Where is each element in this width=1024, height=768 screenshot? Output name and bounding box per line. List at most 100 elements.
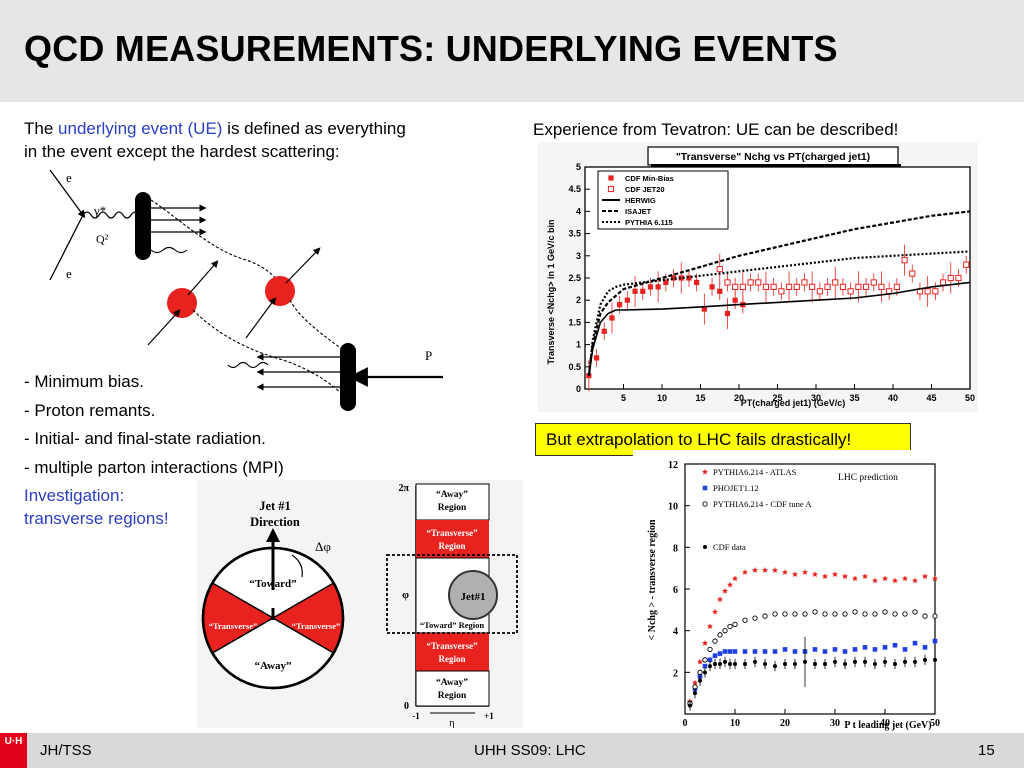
y-tick-label: 8: [673, 543, 678, 554]
data-point: [717, 288, 723, 294]
data-point: [702, 663, 708, 669]
data-point: [702, 468, 708, 475]
x-tick-label: 30: [811, 393, 821, 403]
axis-minus1: -1: [412, 711, 420, 721]
data-point: [863, 659, 867, 664]
data-point: [912, 577, 918, 584]
data-point: [932, 613, 938, 619]
data-point: [839, 283, 847, 290]
y-tick-label: 0: [576, 384, 581, 394]
data-point: [724, 310, 731, 317]
page-number: 15: [978, 742, 995, 759]
jet-label: Jet#1: [460, 591, 485, 603]
data-point: [802, 569, 808, 575]
data-point: [722, 587, 728, 594]
data-point: [862, 283, 870, 290]
intro-text: The underlying event (UE) is defined as …: [24, 117, 494, 163]
data-point: [785, 283, 793, 290]
proton-blob-left: [135, 192, 151, 260]
dphi-label: Δφ: [315, 539, 331, 554]
region-strip: Jet#1 “Away” Region “Transverse” Region …: [386, 483, 518, 728]
legend-label: PYTHIA 6.115: [625, 218, 673, 227]
y-tick-label: 4.5: [568, 184, 581, 194]
data-point: [707, 657, 713, 663]
data-point: [772, 567, 778, 573]
data-point: [732, 621, 738, 628]
away-label: “Away”: [254, 660, 291, 672]
data-point: [903, 659, 907, 664]
data-point: [718, 662, 722, 666]
data-point: [778, 288, 785, 295]
chart1-legend: CDF Min-Bias CDF JET20 HERWIG ISAJET PYTHIA …: [597, 170, 729, 230]
data-point: [873, 662, 877, 666]
data-point: [822, 611, 828, 617]
footer-left: JH/TSS: [40, 742, 92, 759]
x-tick-label: 40: [880, 718, 890, 729]
data-point: [862, 611, 868, 617]
label-p: P: [425, 348, 432, 363]
transverse-right-label: “Transverse”: [292, 621, 340, 631]
data-point: [632, 288, 638, 294]
data-point: [647, 284, 654, 290]
data-point: [697, 669, 703, 675]
data-point: [932, 638, 938, 644]
label-gamma: γ*: [93, 203, 106, 218]
data-point: [855, 283, 862, 290]
x-tick-label: 30: [830, 718, 840, 729]
data-point: [617, 302, 623, 308]
data-point: [697, 658, 703, 665]
series-line: [587, 250, 971, 376]
bullet-list: - Minimum bias. - Proton remants. - Init…: [24, 370, 284, 484]
tevatron-caption: Experience from Tevatron: UE can be desc…: [533, 120, 899, 139]
data-point: [783, 662, 787, 666]
data-point: [703, 545, 707, 549]
data-point: [608, 175, 614, 181]
data-point: [707, 646, 713, 653]
transverse-regions-diagram: Jet #1 Direction Δφ “Toward” “Away” “Tra…: [197, 480, 523, 728]
bullet-item: - Minimum bias.: [24, 372, 144, 391]
region-circle: Jet #1 Direction Δφ “Toward” “Away” “Tra…: [201, 499, 345, 690]
data-point: [792, 649, 798, 654]
data-point: [853, 659, 857, 664]
data-point: [892, 577, 898, 584]
data-point: [832, 571, 838, 577]
data-point: [833, 659, 837, 664]
data-point: [963, 261, 970, 268]
title-bar: [0, 0, 1024, 102]
y-tick-label: 0.5: [568, 362, 581, 372]
data-point: [732, 283, 739, 290]
jet-title-2: Direction: [250, 515, 300, 529]
data-point: [708, 664, 712, 669]
transverse-top-label-1: “Transverse”: [426, 528, 478, 538]
data-point: [693, 691, 697, 696]
data-point: [922, 613, 928, 619]
data-point: [678, 275, 684, 281]
mpi-blob-left: [167, 288, 197, 318]
data-point: [712, 608, 718, 615]
data-point: [732, 649, 738, 654]
chart2-title: LHC prediction: [838, 473, 898, 483]
data-point: [812, 571, 818, 577]
data-point: [670, 275, 677, 281]
data-point: [842, 649, 848, 654]
feynman-diagram: e e γ* Q² P: [49, 169, 443, 411]
data-point: [912, 640, 918, 646]
data-point: [727, 581, 733, 588]
y-tick-label: 2: [576, 295, 581, 305]
chart1-ylabel: Transverse <Nchg> in 1 GeV/c bin: [546, 219, 556, 364]
data-point: [782, 569, 788, 575]
x-tick-label: 10: [657, 393, 667, 403]
data-point: [822, 649, 828, 654]
x-tick-label: 50: [965, 393, 975, 403]
x-tick-label: 20: [734, 393, 744, 403]
data-point: [832, 279, 839, 286]
jet-title-1: Jet #1: [259, 499, 291, 513]
data-point: [913, 659, 917, 664]
data-point: [847, 288, 854, 295]
y-tick-label: 1.5: [568, 317, 581, 327]
bullet-item: - Initial- and final-state radiation.: [24, 429, 266, 448]
transverse-bottom-label-1: “Transverse”: [426, 641, 478, 651]
data-point: [728, 662, 732, 666]
legend-label: CDF JET20: [625, 185, 665, 194]
data-point: [640, 288, 646, 294]
